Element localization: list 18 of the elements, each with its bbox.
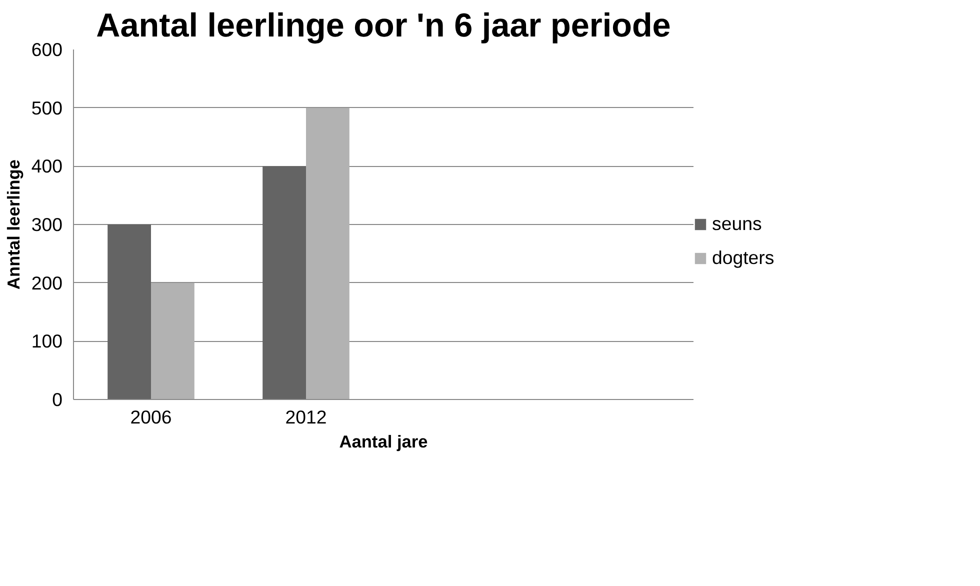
legend-label: seuns xyxy=(712,213,762,235)
y-axis-title: Anntal leerlinge xyxy=(3,159,24,290)
y-tick-label: 500 xyxy=(31,97,63,118)
y-tick-label: 100 xyxy=(31,330,63,352)
legend-label: dogters xyxy=(712,247,774,269)
x-tick-label: 2012 xyxy=(285,406,327,428)
bar xyxy=(262,166,306,400)
y-tick-label: 300 xyxy=(31,214,63,235)
y-tick-label: 200 xyxy=(31,272,63,294)
bar xyxy=(306,108,350,400)
y-tick-label: 400 xyxy=(31,156,63,177)
y-tick-label: 600 xyxy=(31,39,63,60)
chart-title: Aantal leerlinge oor 'n 6 jaar periode xyxy=(96,8,671,44)
x-tick-label: 2006 xyxy=(130,406,172,428)
bar xyxy=(151,282,194,400)
y-tick-label: 0 xyxy=(52,389,63,410)
x-axis-title: Aantal jare xyxy=(339,432,428,452)
bar xyxy=(108,224,151,400)
